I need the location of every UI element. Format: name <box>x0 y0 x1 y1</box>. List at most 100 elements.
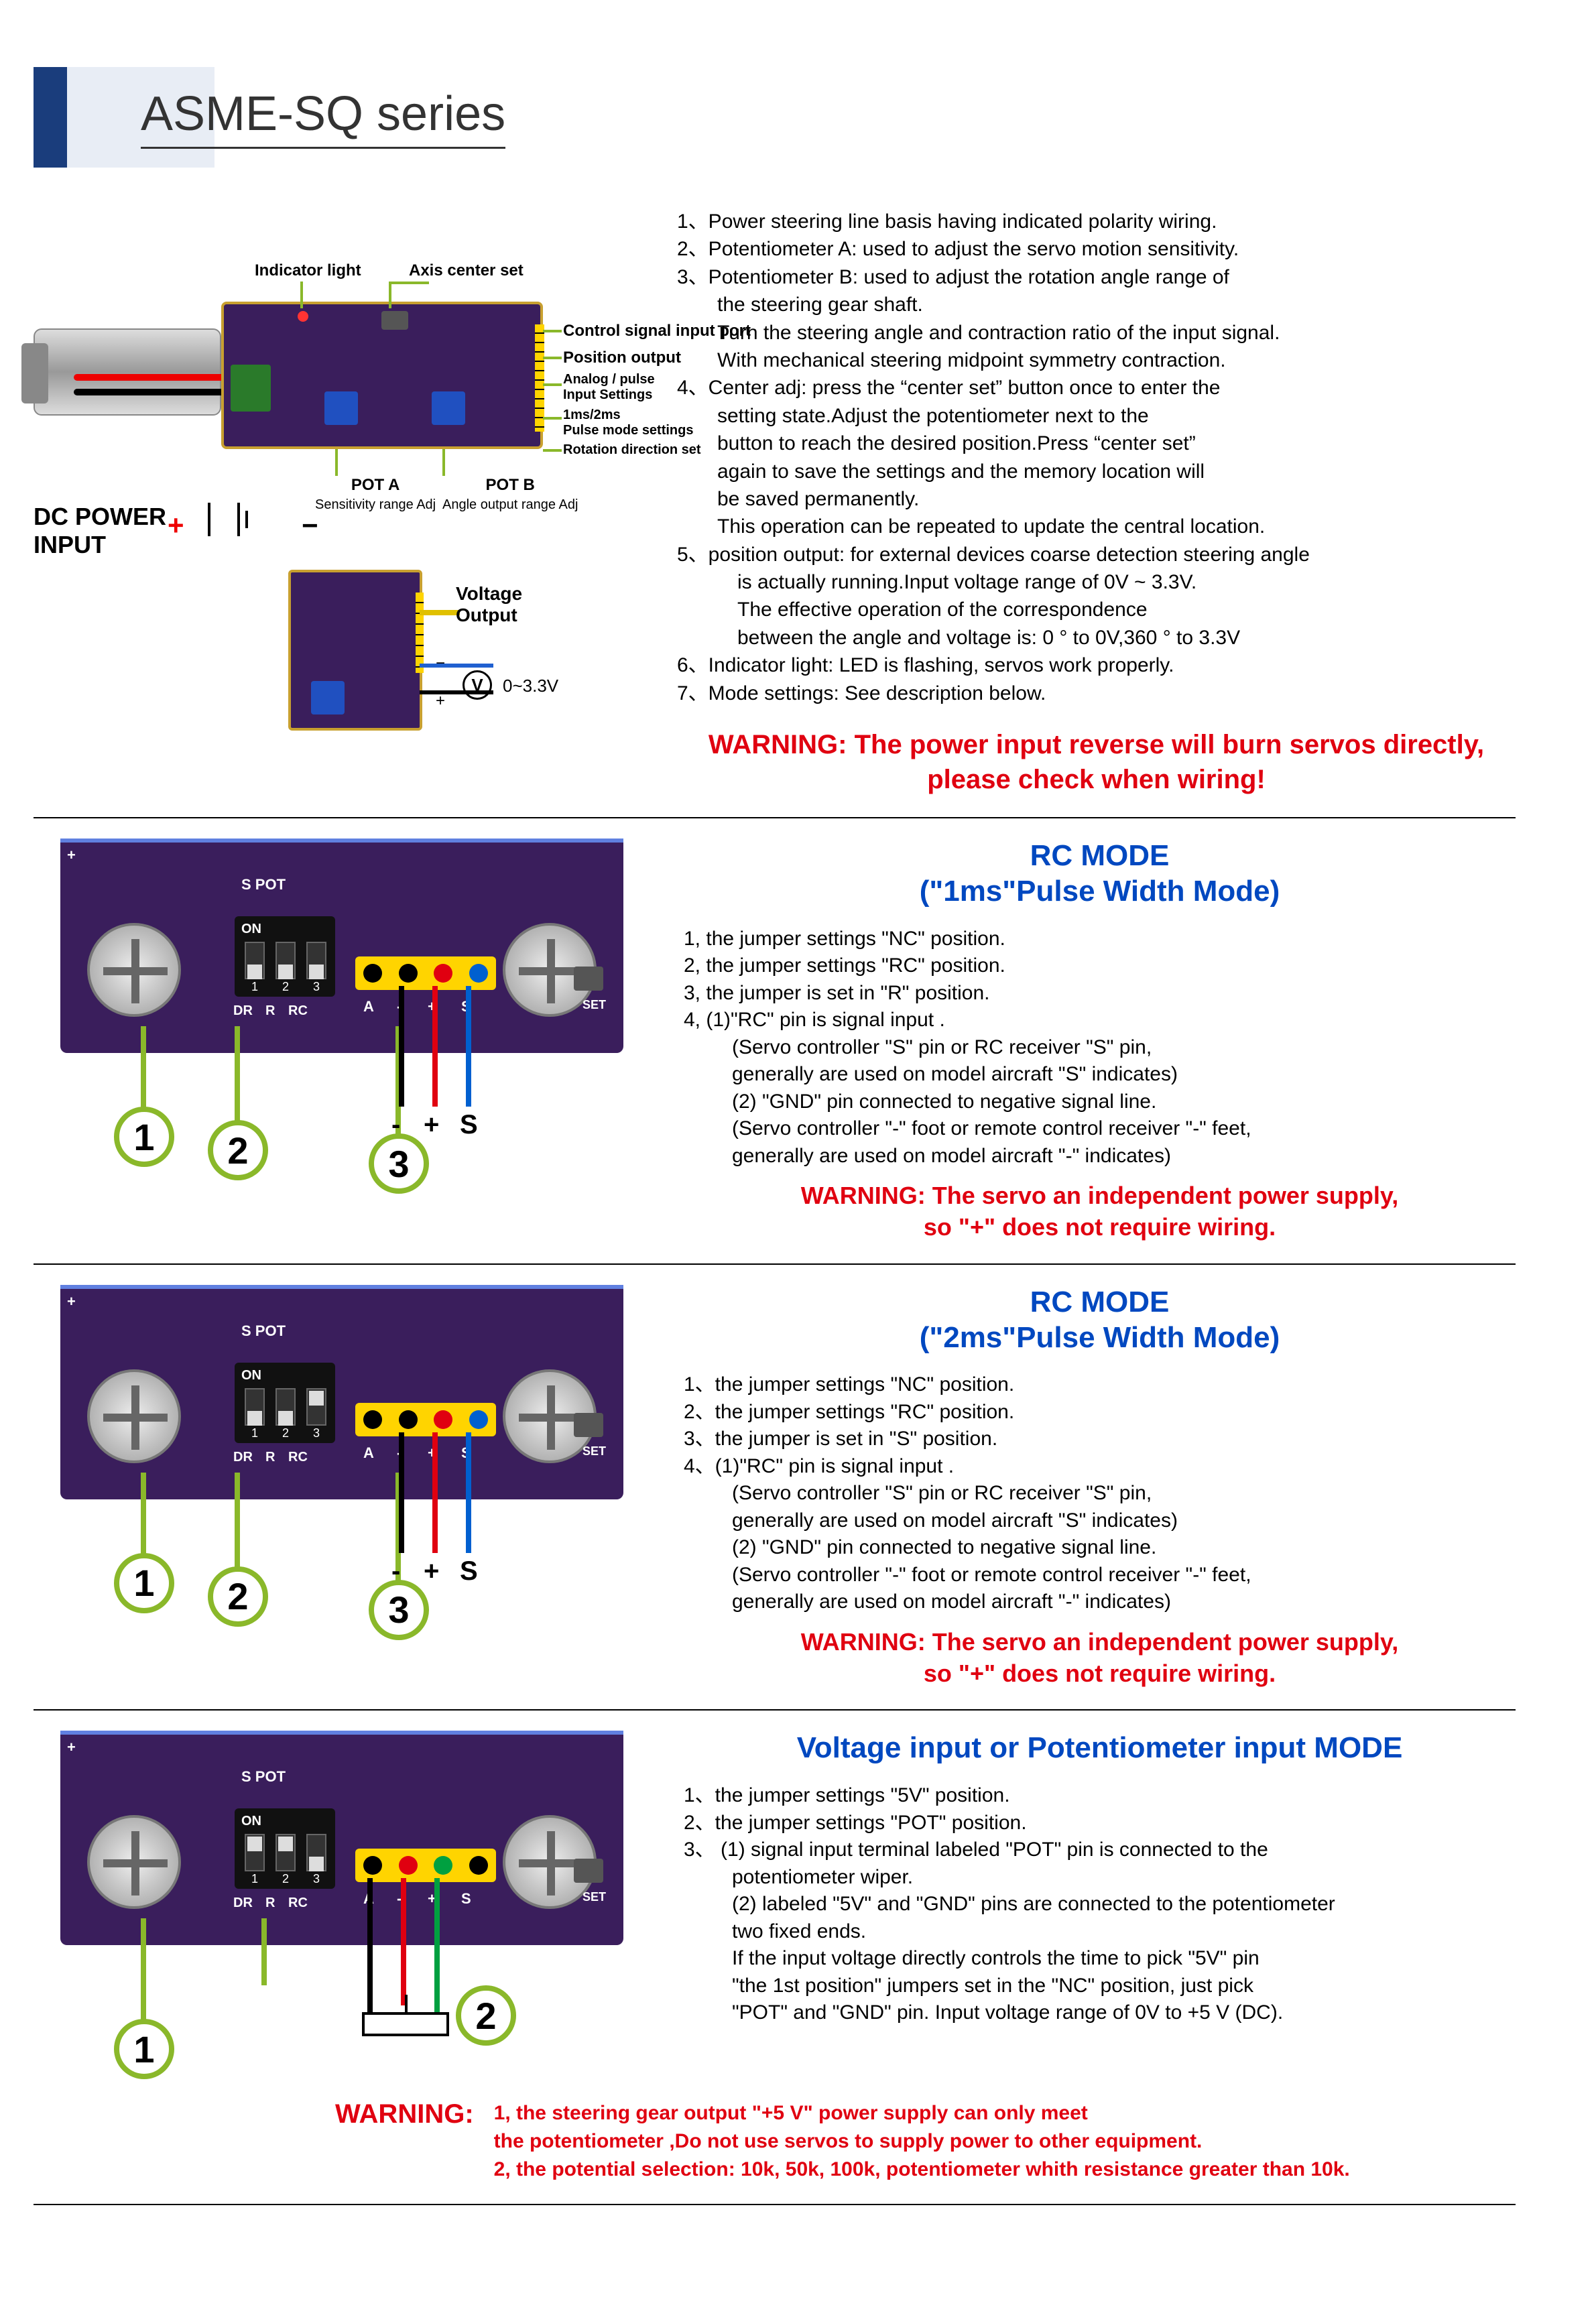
instruction-line: Turn the steering angle and contraction … <box>677 319 1516 347</box>
instruction-line: If the input voltage directly controls t… <box>684 1945 1516 1973</box>
pot-icon <box>311 681 345 715</box>
callout-circle-1: 1 <box>114 1107 174 1167</box>
instruction-line: The effective operation of the correspon… <box>677 596 1516 623</box>
pin-wire <box>432 986 438 1107</box>
dip-num: 3 <box>306 1872 326 1886</box>
label-pot-a: POT A <box>351 476 400 494</box>
silk-on: ON <box>241 1814 261 1829</box>
silk-plus: + <box>67 1739 76 1756</box>
warning-line: 2, the potential selection: 10k, 50k, 10… <box>494 2156 1350 2184</box>
pin-wire <box>466 1432 471 1553</box>
label-pot-a-sub: Sensitivity range Adj <box>315 497 436 512</box>
instruction-line: 3、Potentiometer B: used to adjust the ro… <box>677 263 1516 291</box>
terminal-block-icon <box>231 365 271 412</box>
mode3-text: Voltage input or Potentiometer input MOD… <box>684 1731 1516 2093</box>
pin-header <box>355 1403 496 1436</box>
pin-wire <box>434 1878 440 2012</box>
callout-line <box>389 282 391 308</box>
label-dc-power: DC POWER INPUT <box>34 503 166 559</box>
pin-0 <box>363 964 382 983</box>
label-voltage-output: Voltage Output <box>456 583 522 626</box>
label-indicator-light: Indicator light <box>255 261 361 280</box>
callout-circle-3: 3 <box>369 1580 429 1640</box>
pin-wire <box>399 1432 404 1553</box>
pin-label-plus: + <box>424 1556 439 1587</box>
closeup-board: + S POT ON123 DR R RC A - + S SET <box>60 1731 623 1945</box>
dip-num: 3 <box>306 1426 326 1440</box>
dip-switch: ON123 <box>235 916 335 997</box>
instruction-line: "the 1st position" jumpers set in the "N… <box>684 1973 1516 2000</box>
instruction-line: 7、Mode settings: See description below. <box>677 680 1516 707</box>
pin-wire <box>401 1878 406 2005</box>
instruction-line: be saved permanently. <box>677 485 1516 513</box>
mode-voltage-pot-section: + S POT ON123 DR R RC A - + S SET 1 2 Volt… <box>34 1731 1516 2093</box>
pin-label-plus: + <box>424 1110 439 1140</box>
mode1-title-line1: RC MODE <box>1030 839 1170 872</box>
mode3-warning-label: WARNING: <box>335 2099 474 2129</box>
instruction-line: 2、the jumper settings "POT" position. <box>684 1810 1516 1837</box>
divider <box>34 1263 1516 1265</box>
set-button-icon <box>574 967 603 991</box>
callout-circle-1: 1 <box>114 2019 174 2079</box>
pin-wire <box>367 1878 373 2012</box>
instruction-line: 1, the jumper settings "NC" position. <box>684 926 1516 953</box>
label-voltage-range: 0~3.3V <box>503 676 558 696</box>
pin-3 <box>469 1856 488 1875</box>
instruction-line: (Servo controller "-" foot or remote con… <box>684 1115 1516 1143</box>
minus-symbol: − <box>302 509 318 542</box>
led-icon <box>298 311 308 322</box>
instruction-line: (Servo controller "S" pin or RC receiver… <box>684 1034 1516 1062</box>
plus-symbol: + <box>168 509 184 542</box>
instruction-line: again to save the settings and the memor… <box>677 458 1516 485</box>
instruction-line: 1、Power steering line basis having indic… <box>677 208 1516 235</box>
silk-rc: RC <box>288 1003 308 1019</box>
dip-switch: ON123 <box>235 1808 335 1889</box>
callout-circle-3: 3 <box>369 1133 429 1194</box>
pot-b-icon <box>432 391 465 425</box>
silk-set: SET <box>582 998 606 1012</box>
callout-stem <box>261 1918 267 1985</box>
mode3-title: Voltage input or Potentiometer input MOD… <box>684 1731 1516 1766</box>
instruction-line: 3、the jumper is set in "S" position. <box>684 1426 1516 1453</box>
callout-circle-2: 2 <box>208 1120 268 1180</box>
callout-stem <box>141 1473 146 1560</box>
board-diagram: Indicator light Axis center set Control … <box>34 208 637 556</box>
dip-num: 1 <box>245 1426 265 1440</box>
overview-section: Indicator light Axis center set Control … <box>34 208 1516 797</box>
pin-wire <box>432 1432 438 1553</box>
mode1-title: RC MODE ("1ms"Pulse Width Mode) <box>684 839 1516 910</box>
voltmeter-icon: V <box>463 670 492 700</box>
pin-header-icon <box>416 593 424 673</box>
instruction-line: generally are used on model aircraft "S"… <box>684 1061 1516 1089</box>
silk-dr: DR <box>233 1450 253 1465</box>
callout-circle-2: 2 <box>208 1566 268 1627</box>
mode1-title-line2: ("1ms"Pulse Width Mode) <box>920 875 1280 908</box>
instruction-line: potentiometer wiper. <box>684 1864 1516 1891</box>
instruction-line: "POT" and "GND" pin. Input voltage range… <box>684 1999 1516 2027</box>
instruction-line: (Servo controller "S" pin or RC receiver… <box>684 1480 1516 1507</box>
mode3-diagram: + S POT ON123 DR R RC A - + S SET 1 2 <box>34 1731 650 2093</box>
pin-label-minus: - <box>391 1556 400 1587</box>
wire-yellow <box>420 610 460 615</box>
pin-1 <box>399 1410 418 1429</box>
label-pot-b: POT B <box>486 476 535 494</box>
wire-black <box>74 389 235 395</box>
dip-num: 1 <box>245 980 265 994</box>
dip-switch-3 <box>306 942 326 979</box>
instruction-line: 2、Potentiometer A: used to adjust the se… <box>677 235 1516 263</box>
plus-symbol: + <box>436 692 445 710</box>
potentiometer-icon <box>362 2012 449 2036</box>
dip-num: 2 <box>275 1872 296 1886</box>
mode1-instructions: 1, the jumper settings "NC" position.2, … <box>684 926 1516 1170</box>
instruction-line: With mechanical steering midpoint symmet… <box>677 347 1516 374</box>
silk-set: SET <box>582 1444 606 1458</box>
instruction-line: 6、Indicator light: LED is flashing, serv… <box>677 651 1516 679</box>
callout-circle-1: 1 <box>114 1553 174 1613</box>
pin-3 <box>469 964 488 983</box>
pin-label-minus: - <box>391 1110 400 1140</box>
pin-2 <box>434 1856 452 1875</box>
callout-circle-2: 2 <box>456 1985 516 2046</box>
silk-r: R <box>265 1896 275 1911</box>
pcb-small-icon <box>288 570 422 731</box>
pin-1 <box>399 1856 418 1875</box>
